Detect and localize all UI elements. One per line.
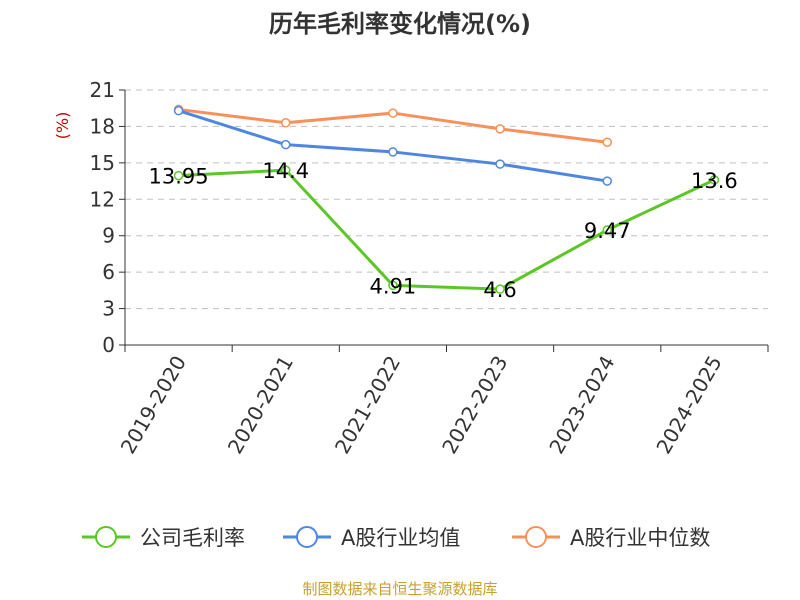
y-tick-label: 9	[102, 224, 115, 248]
x-tick-label: 2019-2020	[116, 352, 191, 458]
y-tick-label: 21	[90, 78, 115, 102]
data-label: 14.4	[262, 159, 309, 183]
data-point	[709, 175, 720, 185]
x-tick-label: 2024-2025	[651, 352, 726, 458]
legend: 公司毛利率 A股行业均值 A股行业中位数	[82, 526, 710, 550]
data-point	[281, 118, 291, 128]
series-0: 13.95 14.4 4.91 4.6 9.47 13.6	[149, 159, 738, 302]
data-point	[388, 147, 398, 157]
legend-label: A股行业均值	[341, 526, 460, 550]
series-1	[173, 105, 612, 186]
series-line	[178, 168, 716, 291]
y-tick-label: 3	[102, 297, 115, 321]
gridlines	[125, 89, 768, 310]
y-tick-label: 6	[102, 260, 115, 284]
data-point	[602, 225, 612, 235]
data-point	[173, 105, 184, 116]
data-point	[173, 170, 184, 181]
chart-title: 历年毛利率变化情况(%)	[269, 10, 531, 38]
data-point	[602, 137, 612, 147]
data-point	[495, 124, 505, 134]
legend-item: A股行业中位数	[512, 526, 710, 550]
data-point	[281, 139, 291, 150]
legend-marker	[296, 526, 318, 548]
y-tick-label: 18	[90, 114, 115, 138]
data-label: 9.47	[584, 219, 631, 243]
legend-item: 公司毛利率	[82, 526, 245, 550]
x-tick-label: 2020-2021	[223, 352, 298, 458]
legend-item: A股行业均值	[283, 526, 460, 550]
data-point	[495, 159, 505, 169]
data-label: 4.91	[370, 274, 417, 298]
x-tick-label: 2022-2023	[437, 352, 512, 458]
axes: 0 3 6 9 12 15 18 21 2019-2020 2020-2021 2021-2022 2…	[90, 78, 769, 458]
series-group: 13.95 14.4 4.91 4.6 9.47 13.6	[149, 104, 738, 302]
data-label: 13.6	[691, 169, 738, 193]
y-tick-label: 12	[90, 187, 115, 211]
legend-label: 公司毛利率	[140, 526, 245, 550]
y-tick-label: 15	[90, 151, 115, 175]
x-tick-label: 2021-2022	[330, 352, 405, 458]
series-line	[178, 109, 608, 183]
data-point	[388, 280, 398, 291]
y-axis-label: (%)	[53, 112, 72, 140]
legend-label: A股行业中位数	[570, 526, 710, 550]
data-label: 4.6	[483, 278, 516, 302]
source-note: 制图数据来自恒生聚源数据库	[302, 580, 497, 598]
data-label: 13.95	[149, 165, 209, 189]
data-point	[602, 176, 612, 186]
series-2	[173, 104, 612, 147]
legend-marker	[95, 526, 117, 548]
x-tick-label: 2023-2024	[544, 352, 619, 458]
data-point	[495, 284, 505, 294]
data-point	[281, 165, 291, 175]
y-tick-label: 0	[102, 333, 115, 357]
data-point	[388, 108, 398, 118]
legend-marker	[525, 526, 547, 548]
